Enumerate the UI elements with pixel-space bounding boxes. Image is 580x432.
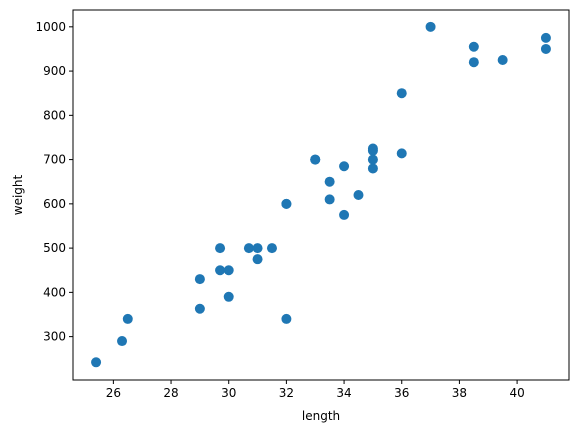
x-axis-label: length: [302, 409, 340, 423]
x-tick-label: 30: [221, 386, 236, 400]
y-tick-label: 700: [43, 153, 66, 167]
data-point: [194, 274, 205, 285]
x-tick-label: 40: [509, 386, 524, 400]
data-point: [252, 254, 263, 265]
x-axis-ticks: 26 28 30 32 34 36 38 40: [106, 380, 525, 400]
y-tick-label: 1000: [35, 20, 66, 34]
y-tick-label: 600: [43, 197, 66, 211]
x-tick-label: 38: [452, 386, 467, 400]
data-point: [91, 357, 102, 368]
data-point: [367, 163, 378, 174]
data-point: [468, 57, 479, 68]
data-point: [215, 265, 226, 276]
y-tick-label: 800: [43, 108, 66, 122]
data-point: [281, 313, 292, 324]
y-tick-label: 900: [43, 64, 66, 78]
plot-frame: [72, 9, 570, 381]
data-point: [324, 176, 335, 187]
x-tick-label: 34: [336, 386, 351, 400]
data-point: [339, 161, 350, 172]
data-point: [367, 154, 378, 165]
data-point: [353, 190, 364, 200]
data-point: [266, 243, 277, 254]
data-point: [194, 303, 205, 314]
data-point: [339, 209, 350, 220]
data-point: [117, 336, 128, 347]
data-point: [223, 265, 234, 276]
x-tick-label: 26: [106, 386, 121, 400]
y-tick-label: 300: [43, 330, 66, 344]
data-point: [540, 32, 551, 43]
data-point: [367, 145, 378, 156]
data-point: [215, 243, 226, 254]
y-tick-label: 400: [43, 285, 66, 299]
data-point: [497, 55, 508, 66]
data-point: [396, 88, 407, 99]
data-point: [223, 291, 234, 302]
data-point: [243, 243, 254, 254]
data-point: [310, 154, 321, 165]
y-axis-label: weight: [11, 174, 25, 215]
data-point: [281, 198, 292, 209]
data-point: [425, 21, 436, 32]
data-point: [252, 243, 263, 254]
data-point: [122, 313, 133, 324]
x-tick-label: 28: [163, 386, 178, 400]
data-point: [396, 148, 407, 159]
x-tick-label: 32: [279, 386, 294, 400]
data-points: [91, 21, 551, 368]
data-point: [468, 41, 479, 52]
x-tick-label: 36: [394, 386, 409, 400]
y-axis-ticks: 300 400 500 600 700 800 900 1000: [35, 20, 73, 344]
data-point: [324, 194, 335, 205]
data-point: [540, 43, 551, 54]
y-tick-label: 500: [43, 241, 66, 255]
